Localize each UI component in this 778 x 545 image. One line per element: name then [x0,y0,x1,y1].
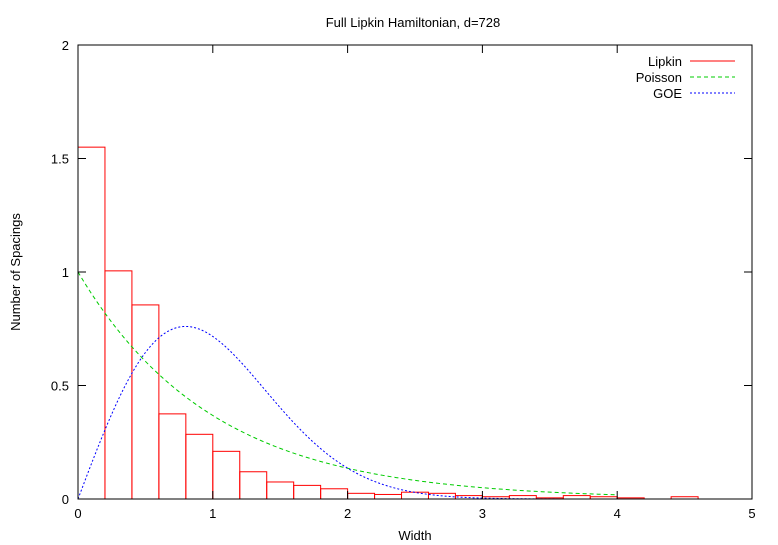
histogram-bar-12 [401,491,429,500]
histogram-bar-6 [239,471,268,500]
x-tick-label: 0 [74,506,81,521]
chart-title: Full Lipkin Hamiltonian, d=728 [326,15,501,30]
y-tick-label: 0.5 [51,379,69,394]
histogram-bar-10 [347,492,376,500]
histogram-bar-2 [131,304,160,500]
histogram-bar-7 [266,481,295,500]
histogram-bar-4 [185,433,214,500]
x-tick-label: 3 [479,506,486,521]
y-tick-label: 2 [62,38,69,53]
series-line-goe [77,325,618,500]
series-line-poisson [77,271,618,496]
histogram-bar-9 [320,488,349,500]
legend-label-lipkin: Lipkin [648,54,682,69]
plot-frame [77,44,753,500]
x-tick-label: 2 [344,506,351,521]
y-tick-label: 0 [62,492,69,507]
histogram-bar-8 [293,484,322,500]
y-tick-label: 1.5 [51,152,69,167]
histogram-bar-3 [158,413,187,500]
x-tick-label: 5 [748,506,755,521]
y-axis-title: Number of Spacings [8,213,23,331]
histogram-bar-11 [374,493,403,500]
legend-label-poisson: Poisson [636,70,682,85]
axis-ticks: 0 1 2 3 4 5 0 0.5 1 1.5 2 [51,38,756,521]
x-tick-label: 1 [209,506,216,521]
plot-area [77,146,699,500]
histogram-bar-1 [104,270,133,500]
y-tick-label: 1 [62,265,69,280]
histogram-bar-5 [212,450,241,500]
legend-label-goe: GOE [653,86,682,101]
x-tick-label: 4 [614,506,621,521]
x-axis-title: Width [398,528,431,543]
histogram-bar-0 [77,146,106,500]
